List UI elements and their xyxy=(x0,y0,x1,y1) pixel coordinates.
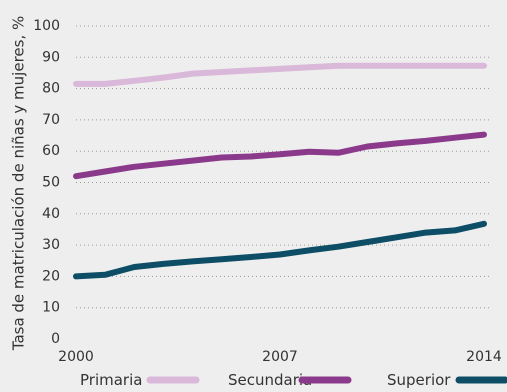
gridlines xyxy=(76,25,490,309)
legend-label-superior: Superior xyxy=(387,371,451,389)
y-tick-label: 90 xyxy=(42,49,60,65)
series-line-primaria xyxy=(73,62,487,87)
x-tick-labels: 2000 2007 2014 xyxy=(58,349,502,365)
y-tick-label: 30 xyxy=(42,237,60,253)
y-tick-label: 50 xyxy=(42,175,60,191)
x-tick-label: 2014 xyxy=(466,349,502,365)
legend-label-primaria: Primaria xyxy=(80,371,142,389)
series-lines xyxy=(73,62,487,280)
series-line-superior xyxy=(73,220,487,280)
y-tick-label: 20 xyxy=(42,268,60,284)
y-tick-labels: 0 10 20 30 40 50 60 70 80 90 100 xyxy=(33,18,60,347)
x-tick-label: 2000 xyxy=(58,349,94,365)
y-tick-label: 60 xyxy=(42,143,60,159)
y-tick-label: 100 xyxy=(33,18,60,34)
y-tick-label: 10 xyxy=(42,300,60,316)
series-line-secundaria xyxy=(73,131,487,180)
y-tick-label: 0 xyxy=(51,331,60,347)
x-tick-label: 2007 xyxy=(262,349,298,365)
legend-label-secundaria: Secundaria xyxy=(228,371,312,389)
y-tick-label: 80 xyxy=(42,81,60,97)
legend: Primaria Secundaria Superior xyxy=(80,371,507,389)
y-axis-label: Tasa de matriculación de niñas y mujeres… xyxy=(10,16,28,351)
y-tick-label: 70 xyxy=(42,112,60,128)
y-tick-label: 40 xyxy=(42,206,60,222)
